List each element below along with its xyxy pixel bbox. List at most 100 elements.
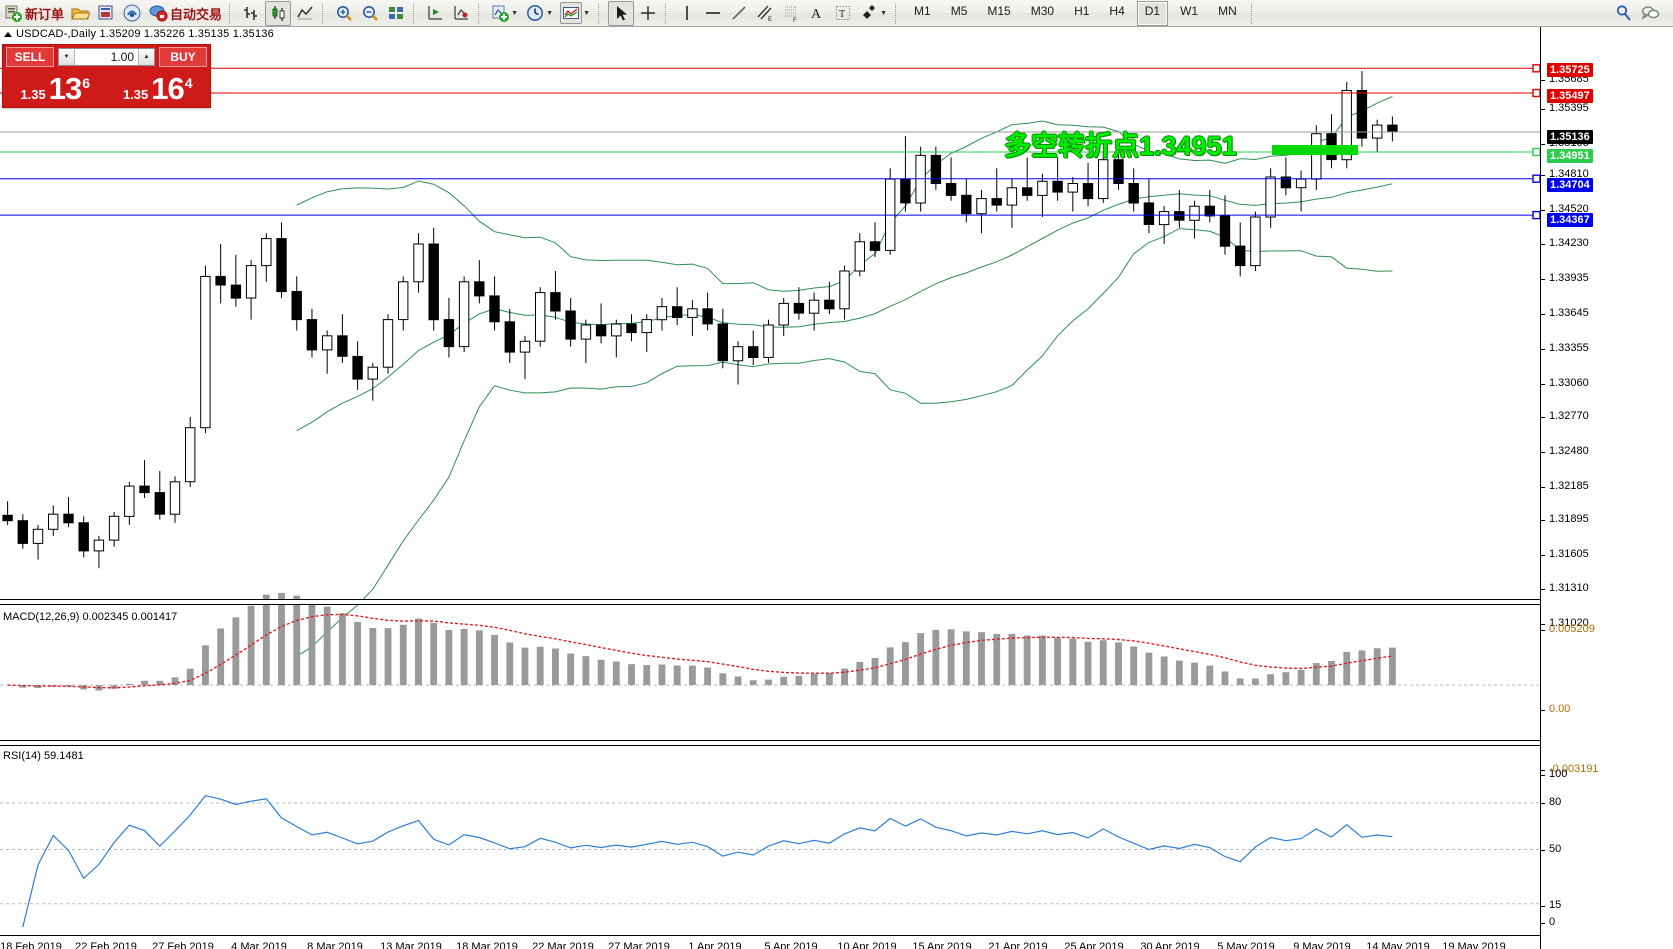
candle (322, 330, 333, 374)
candle (1174, 189, 1185, 228)
axis-tick (1541, 109, 1545, 110)
candle (717, 308, 728, 369)
cursor-button[interactable] (608, 0, 635, 26)
timeframe-h1[interactable]: H1 (1074, 3, 1090, 18)
chevron-down-icon[interactable]: ▼ (583, 9, 590, 17)
auto-trading-button[interactable]: 自动交易 (146, 2, 224, 25)
folder-button[interactable] (68, 2, 92, 25)
trade-panel-top-row: SELL ▼ 1.00 ▲ BUY (3, 45, 210, 67)
candle (748, 330, 759, 366)
candle (672, 287, 683, 326)
volume-value[interactable]: 1.00 (110, 50, 134, 64)
collapse-triangle-icon[interactable] (4, 31, 12, 37)
zoom-out-button[interactable] (358, 2, 382, 25)
vertical-line-button[interactable] (675, 2, 699, 25)
resistance-level-1-badge[interactable]: 1.35725 (1547, 63, 1593, 77)
zoom-in-button[interactable] (332, 2, 356, 25)
timeframe-m30[interactable]: M30 (1030, 3, 1055, 18)
toolbar-right-group (1611, 2, 1673, 25)
time-axis-label: 21 Apr 2019 (988, 941, 1048, 949)
search-button[interactable] (1612, 2, 1636, 25)
add-indicator-button[interactable]: ▼ (488, 2, 521, 25)
timeframe-w1[interactable]: W1 (1180, 3, 1199, 18)
macd-indicator-label: MACD(12,26,9) 0.002345 0.001417 (3, 611, 178, 623)
buy-price-display[interactable]: 1.35 16 4 (109, 67, 208, 105)
indicators-list-icon (451, 3, 471, 23)
current-price-badge[interactable]: 1.35136 (1547, 130, 1593, 144)
horizontal-line-button[interactable] (701, 2, 725, 25)
macd-pane-separator[interactable] (0, 599, 1673, 605)
price-plot (0, 64, 1540, 928)
timeframe-h4[interactable]: H4 (1109, 3, 1125, 18)
signals-button[interactable] (120, 2, 144, 25)
equidistant-channel-button[interactable]: E (753, 2, 777, 25)
fibonacci-button[interactable]: F (779, 2, 803, 25)
time-axis-label: 14 May 2019 (1366, 941, 1430, 949)
chat-button[interactable] (1638, 2, 1662, 25)
period-button[interactable]: ▼ (523, 2, 556, 25)
shapes-button[interactable]: ▼ (857, 2, 890, 25)
resistance-level-2-badge[interactable]: 1.35497 (1547, 89, 1593, 103)
candle (595, 303, 607, 344)
one-click-trade-panel[interactable]: SELL ▼ 1.00 ▲ BUY 1.35 13 6 1.35 16 4 (2, 44, 211, 108)
timeframe-m1[interactable]: M1 (914, 3, 931, 18)
level-handle[interactable] (1532, 64, 1540, 73)
rsi-pane-separator[interactable] (0, 740, 1673, 746)
candle (443, 298, 455, 358)
sell-price-fraction: 6 (82, 75, 91, 91)
chart-canvas-area[interactable]: USDCAD-,Daily 1.35209 1.35226 1.35135 1.… (0, 27, 1673, 949)
support-level-1-badge[interactable]: 1.34704 (1547, 178, 1593, 192)
buy-button[interactable]: BUY (159, 47, 207, 67)
time-axis-label: 10 Apr 2019 (837, 941, 897, 949)
rsi-line (22, 795, 1393, 928)
price-axis[interactable]: 1.356851.353951.351001.348101.345201.342… (1540, 27, 1673, 949)
volume-increase-icon[interactable]: ▲ (138, 49, 154, 65)
sell-price-display[interactable]: 1.35 13 6 (6, 67, 105, 105)
candlestick-chart-button[interactable] (265, 0, 292, 26)
support-level-2-badge[interactable]: 1.34367 (1547, 213, 1593, 227)
time-axis-label: 15 Apr 2019 (912, 941, 972, 949)
pivot-level-badge[interactable]: 1.34951 (1547, 149, 1593, 163)
time-axis[interactable]: 18 Feb 2019 22 Feb 2019 27 Feb 2019 4 Mar 2… (0, 935, 1540, 949)
time-axis-label: 8 Mar 2019 (307, 941, 363, 949)
fibonacci-icon: F (781, 3, 801, 23)
symbol-info-bar: USDCAD-,Daily 1.35209 1.35226 1.35135 1.… (0, 27, 1673, 41)
level-handle[interactable] (1532, 210, 1540, 220)
axis-tick (1541, 487, 1545, 488)
annotation-green-bar (1272, 145, 1358, 155)
sell-button[interactable]: SELL (6, 47, 54, 67)
crosshair-button[interactable] (636, 2, 660, 25)
indicators-list-button[interactable] (449, 2, 473, 25)
price-axis-label: 1.31310 (1549, 582, 1589, 594)
line-chart-button[interactable] (293, 2, 317, 25)
bar-chart-button[interactable] (239, 2, 263, 25)
timeframe-m5[interactable]: M5 (950, 3, 968, 18)
chevron-down-icon[interactable]: ▼ (511, 9, 518, 17)
level-handle[interactable] (1532, 88, 1540, 98)
axis-tick (1541, 520, 1545, 521)
new-order-button[interactable]: 新订单 (1, 2, 66, 25)
timeframe-mn[interactable]: MN (1218, 3, 1237, 18)
cursor-icon (611, 3, 631, 23)
axis-tick (1541, 710, 1545, 711)
text-label-button[interactable]: A (805, 2, 829, 25)
text-box-button[interactable]: T (831, 2, 855, 25)
volume-stepper[interactable]: ▼ 1.00 ▲ (58, 48, 155, 66)
profiles-button[interactable] (94, 2, 118, 25)
data-window-button[interactable] (423, 2, 447, 25)
search-icon (1614, 3, 1634, 23)
chevron-down-icon[interactable]: ▼ (546, 9, 553, 17)
templates-button[interactable]: ▼ (558, 2, 593, 25)
level-handle[interactable] (1532, 147, 1540, 157)
trend-line-button[interactable] (727, 2, 751, 25)
level-handle[interactable] (1532, 174, 1540, 183)
chevron-down-icon[interactable]: ▼ (880, 9, 887, 17)
crosshair-icon (638, 3, 658, 23)
timeframe-d1[interactable]: D1 (1136, 0, 1169, 26)
tile-windows-button[interactable] (384, 2, 408, 25)
candle (1280, 157, 1292, 196)
candle (1387, 116, 1398, 142)
volume-decrease-icon[interactable]: ▼ (59, 49, 75, 65)
price-axis-label: 1.33060 (1549, 377, 1589, 389)
timeframe-m15[interactable]: M15 (987, 3, 1011, 18)
